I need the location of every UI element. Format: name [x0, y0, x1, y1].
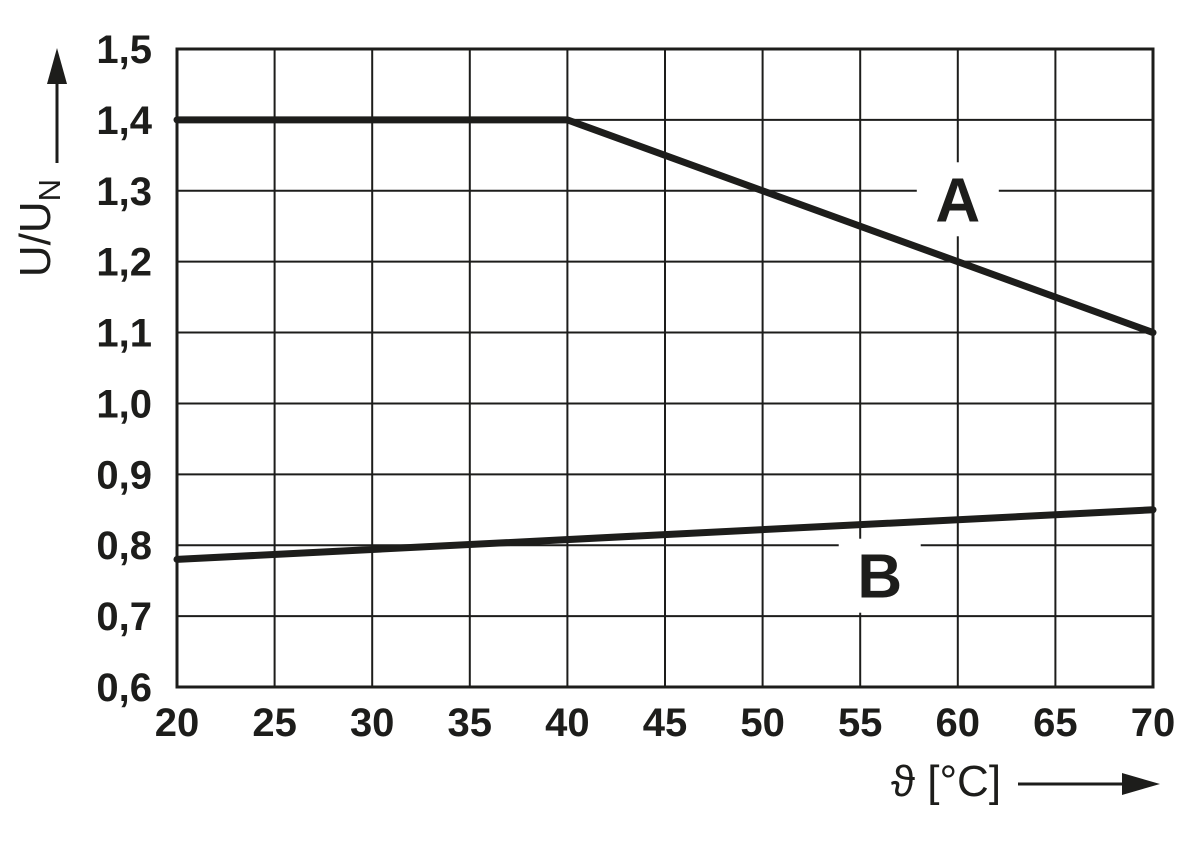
y-axis-title: U/UN	[11, 179, 67, 277]
x-tick-label: 40	[545, 701, 590, 745]
x-axis-title: ϑ [°C]	[891, 757, 1001, 806]
x-tick-label: 20	[155, 701, 200, 745]
y-tick-label: 1,1	[96, 312, 152, 356]
series-layer: AB	[173, 116, 1157, 613]
series-b-label: B	[857, 543, 902, 612]
y-tick-label: 0,7	[96, 595, 152, 639]
x-tick-label: 35	[448, 701, 493, 745]
y-tick-label: 0,6	[96, 666, 152, 710]
grid-layer	[176, 48, 1154, 688]
y-tick-label: 1,3	[96, 170, 152, 214]
x-tick-label: 45	[643, 701, 688, 745]
plot-border	[175, 47, 1155, 689]
series-a-label-box	[916, 162, 999, 237]
series-a-line	[173, 116, 1157, 337]
x-tick-label: 60	[936, 701, 981, 745]
series-b-line	[173, 506, 1157, 563]
y-tick-label: 1,5	[96, 28, 152, 72]
x-tick-label: 30	[350, 701, 395, 745]
y-tick-label: 1,0	[96, 382, 152, 426]
x-tick-label: 25	[252, 701, 297, 745]
x-tick-label: 70	[1131, 701, 1176, 745]
y-tick-label: 0,8	[96, 524, 152, 568]
x-tick-label: 50	[740, 701, 785, 745]
x-tick-label: 55	[838, 701, 883, 745]
series-b-label-box	[838, 538, 921, 613]
y-tick-label: 0,9	[96, 453, 152, 497]
x-axis-arrow-icon	[1018, 773, 1160, 795]
y-tick-label: 1,2	[96, 241, 152, 285]
x-tick-label: 65	[1033, 701, 1078, 745]
y-tick-label: 1,4	[96, 99, 152, 143]
tick-label-layer: 20 25 30 35 40 45 50 55 60 65 70 1,5 1,4 1,3 1,2 1,1 1,0…	[96, 28, 1175, 745]
plot-border-layer	[175, 47, 1155, 689]
y-axis-arrow-icon	[47, 48, 67, 163]
series-a-label: A	[935, 166, 980, 235]
